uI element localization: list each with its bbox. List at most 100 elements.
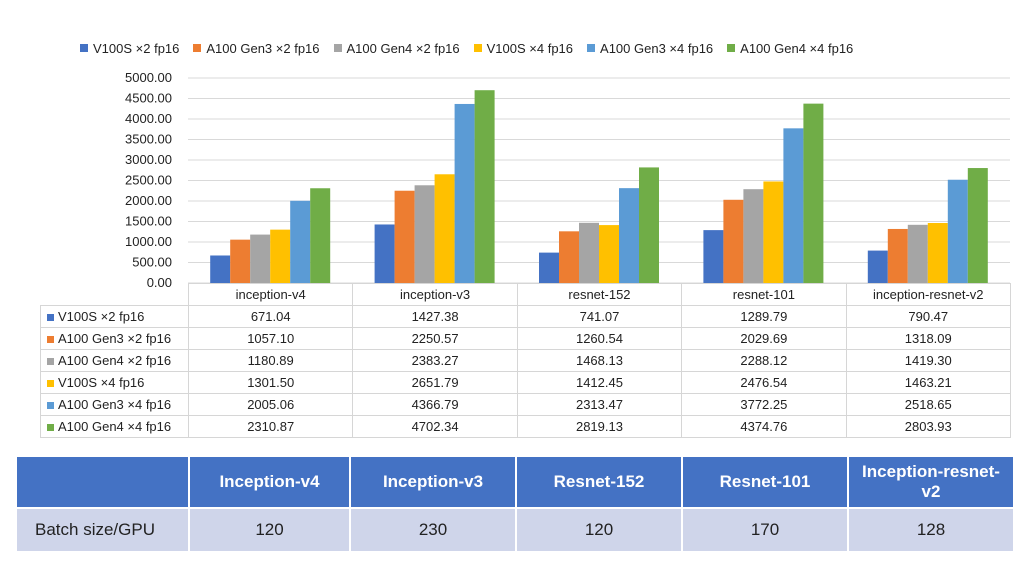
table-row: A100 Gen4 ×4 fp16 2310.87 4702.34 2819.13 43… xyxy=(40,415,1011,438)
batch-header-cell: Inception-v3 xyxy=(351,457,515,507)
legend-swatch xyxy=(587,44,596,52)
batch-header-cell: Resnet-152 xyxy=(517,457,681,507)
bar xyxy=(599,225,619,283)
data-value-cell: 1412.45 xyxy=(516,371,683,394)
series-row-label: A100 Gen3 ×4 fp16 xyxy=(40,393,189,416)
data-value-cell: 2288.12 xyxy=(681,349,847,372)
y-tick-label: 4000.00 xyxy=(125,111,172,126)
bar xyxy=(310,188,331,283)
series-swatch xyxy=(47,424,54,432)
data-value-cell: 2250.57 xyxy=(352,327,518,350)
y-tick-label: 5000.00 xyxy=(125,70,172,85)
batch-row-label: Batch size/GPU xyxy=(17,509,188,551)
series-name: A100 Gen4 ×2 fp16 xyxy=(58,353,172,368)
data-value-cell: 2310.87 xyxy=(187,415,354,438)
bar xyxy=(374,224,395,283)
table-header-row: inception-v4 inception-v3 resnet-152 resnet… xyxy=(41,283,1011,306)
x-category-label: resnet-152 xyxy=(516,283,683,306)
batch-value-row: Batch size/GPU 120 230 120 170 128 xyxy=(17,509,1013,551)
bar xyxy=(947,179,968,283)
batch-size-table: Inception-v4 Inception-v3 Resnet-152 Resnet… xyxy=(15,455,1015,553)
y-tick-label: 1000.00 xyxy=(125,234,172,249)
bar xyxy=(230,239,251,283)
bar xyxy=(434,174,455,283)
bar xyxy=(927,223,948,283)
series-name: A100 Gen4 ×4 fp16 xyxy=(58,419,172,434)
batch-header-cell: Resnet-101 xyxy=(683,457,847,507)
bar xyxy=(414,185,435,283)
data-value-cell: 4374.76 xyxy=(681,415,847,438)
series-row-label: V100S ×4 fp16 xyxy=(40,371,189,394)
data-value-cell: 1419.30 xyxy=(845,349,1011,372)
series-name: V100S ×2 fp16 xyxy=(58,309,145,324)
bar xyxy=(887,228,908,283)
batch-value-cell: 120 xyxy=(190,509,349,551)
series-row-label: A100 Gen4 ×2 fp16 xyxy=(40,349,189,372)
legend-label: V100S ×2 fp16 xyxy=(93,40,180,56)
chart-data-table: inception-v4 inception-v3 resnet-152 resnet… xyxy=(40,283,1011,438)
legend-swatch xyxy=(80,44,88,52)
data-value-cell: 1260.54 xyxy=(516,327,683,350)
data-value-cell: 2313.47 xyxy=(516,393,683,416)
data-value-cell: 2029.69 xyxy=(681,327,847,350)
legend-label: A100 Gen3 ×4 fp16 xyxy=(600,40,714,56)
bar xyxy=(394,190,415,283)
y-tick-label: 3000.00 xyxy=(125,152,172,167)
data-value-cell: 4366.79 xyxy=(352,393,518,416)
bar xyxy=(967,168,988,283)
x-category-label: inception-resnet-v2 xyxy=(845,283,1011,306)
y-tick-label: 4500.00 xyxy=(125,91,172,106)
series-row-label: A100 Gen4 ×4 fp16 xyxy=(40,415,189,438)
series-name: A100 Gen3 ×4 fp16 xyxy=(58,397,172,412)
bar xyxy=(763,181,784,283)
data-value-cell: 1468.13 xyxy=(516,349,683,372)
data-value-cell: 1289.79 xyxy=(681,305,847,328)
batch-value-cell: 170 xyxy=(683,509,847,551)
chart-legend: V100S ×2 fp16 A100 Gen3 ×2 fp16 A100 Gen4 … xyxy=(80,38,980,58)
data-value-cell: 1427.38 xyxy=(352,305,518,328)
batch-header-row: Inception-v4 Inception-v3 Resnet-152 Resnet… xyxy=(17,457,1013,507)
data-value-cell: 4702.34 xyxy=(352,415,518,438)
batch-value-cell: 128 xyxy=(849,509,1013,551)
bar xyxy=(559,231,579,283)
data-value-cell: 790.47 xyxy=(845,305,1011,328)
series-swatch xyxy=(47,402,54,410)
data-value-cell: 2518.65 xyxy=(845,393,1011,416)
bar xyxy=(639,167,659,283)
data-value-cell: 1180.89 xyxy=(187,349,354,372)
bar xyxy=(474,90,495,283)
series-swatch xyxy=(47,314,54,322)
x-category-label: inception-v3 xyxy=(352,283,518,306)
data-value-cell: 1318.09 xyxy=(845,327,1011,350)
legend-label: A100 Gen4 ×2 fp16 xyxy=(346,40,460,56)
x-category-label: inception-v4 xyxy=(187,283,354,306)
bar xyxy=(210,255,231,283)
batch-header-cell: Inception-v4 xyxy=(190,457,349,507)
y-tick-label: 1500.00 xyxy=(125,214,172,229)
data-value-cell: 1057.10 xyxy=(187,327,354,350)
data-value-cell: 2383.27 xyxy=(352,349,518,372)
legend-item: V100S ×4 fp16 xyxy=(473,41,573,56)
y-tick-label: 3500.00 xyxy=(125,132,172,147)
bar xyxy=(454,103,475,283)
legend-swatch xyxy=(333,44,342,52)
series-row-label: A100 Gen3 ×2 fp16 xyxy=(40,327,189,350)
data-value-cell: 1463.21 xyxy=(845,371,1011,394)
table-row: A100 Gen4 ×2 fp16 1180.89 2383.27 1468.13 22… xyxy=(40,349,1011,372)
legend-label: A100 Gen4 ×4 fp16 xyxy=(740,40,854,56)
bar xyxy=(703,230,724,283)
series-swatch xyxy=(47,336,54,344)
bar xyxy=(250,234,271,283)
legend-item: A100 Gen4 ×4 fp16 xyxy=(727,41,853,56)
legend-swatch xyxy=(727,44,736,52)
bar-chart: 0.00 500.00 1000.00 1500.00 2000.00 2500.00 30… xyxy=(125,70,1010,290)
bar xyxy=(867,250,888,283)
data-value-cell: 2651.79 xyxy=(352,371,518,394)
bar xyxy=(743,189,764,283)
data-value-cell: 3772.25 xyxy=(681,393,847,416)
bar xyxy=(579,222,599,283)
bar xyxy=(270,229,291,283)
data-value-cell: 2819.13 xyxy=(516,415,683,438)
y-tick-label: 2000.00 xyxy=(125,193,172,208)
legend-item: V100S ×2 fp16 xyxy=(80,41,179,56)
